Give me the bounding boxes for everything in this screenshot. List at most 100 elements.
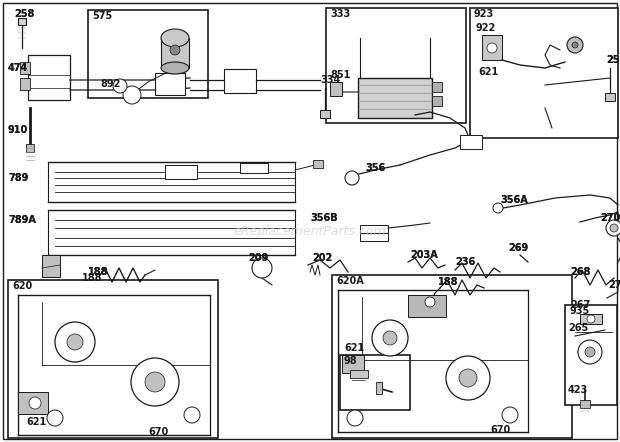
Text: 203A: 203A — [410, 250, 438, 260]
Text: 209: 209 — [248, 253, 268, 263]
Bar — [8, 280, 218, 438]
Polygon shape — [18, 290, 210, 435]
Text: 209: 209 — [248, 253, 268, 263]
Text: 268: 268 — [570, 267, 590, 277]
Circle shape — [502, 407, 518, 423]
Text: 271: 271 — [608, 280, 620, 290]
Bar — [28, 55, 70, 100]
Polygon shape — [572, 315, 610, 398]
Text: 270: 270 — [600, 213, 620, 223]
Bar — [161, 38, 189, 68]
Text: 258: 258 — [14, 9, 34, 19]
Text: eReplacementParts.com: eReplacementParts.com — [234, 225, 386, 237]
Text: 265: 265 — [568, 323, 588, 333]
Bar — [580, 314, 602, 324]
Circle shape — [184, 407, 200, 423]
Polygon shape — [338, 285, 355, 365]
Circle shape — [459, 369, 477, 387]
Text: 267: 267 — [570, 300, 590, 310]
Circle shape — [55, 322, 95, 362]
Circle shape — [446, 356, 490, 400]
Circle shape — [487, 43, 497, 53]
Bar — [332, 275, 572, 438]
Bar — [18, 18, 26, 25]
Text: 269: 269 — [508, 243, 528, 253]
Text: 621: 621 — [478, 67, 498, 77]
Circle shape — [170, 45, 180, 55]
Polygon shape — [295, 210, 302, 255]
Bar — [165, 165, 197, 179]
Polygon shape — [338, 285, 528, 432]
Circle shape — [372, 320, 408, 356]
Text: 334: 334 — [320, 75, 340, 85]
Text: 922: 922 — [475, 23, 495, 33]
Circle shape — [47, 410, 63, 426]
Circle shape — [585, 347, 595, 357]
Polygon shape — [48, 210, 55, 255]
Text: 188: 188 — [438, 277, 459, 287]
Circle shape — [29, 397, 41, 409]
Text: 236: 236 — [455, 257, 476, 267]
Polygon shape — [560, 22, 610, 68]
Circle shape — [572, 42, 578, 48]
Text: 188: 188 — [82, 273, 102, 283]
Bar — [42, 255, 60, 277]
Polygon shape — [48, 162, 302, 172]
Text: 202: 202 — [312, 253, 332, 263]
Polygon shape — [410, 300, 448, 330]
Text: 474: 474 — [8, 63, 29, 73]
Text: 575: 575 — [92, 11, 112, 21]
Text: 356B: 356B — [310, 213, 338, 223]
Text: 474: 474 — [8, 63, 29, 73]
Bar — [350, 370, 368, 378]
Bar — [320, 110, 330, 118]
Bar — [358, 78, 432, 118]
Circle shape — [113, 79, 127, 93]
Text: 188: 188 — [88, 267, 108, 277]
Polygon shape — [607, 288, 618, 310]
Polygon shape — [48, 248, 295, 255]
Polygon shape — [575, 330, 605, 352]
Bar — [340, 355, 410, 410]
Circle shape — [493, 203, 503, 213]
Circle shape — [578, 340, 602, 364]
Text: 910: 910 — [8, 125, 29, 135]
Ellipse shape — [161, 62, 189, 74]
Text: 620A: 620A — [336, 276, 364, 286]
Text: 789: 789 — [8, 173, 29, 183]
Circle shape — [67, 334, 83, 350]
Circle shape — [425, 297, 435, 307]
Circle shape — [345, 171, 359, 185]
Bar — [88, 10, 208, 98]
Circle shape — [567, 37, 583, 53]
Text: 851: 851 — [330, 70, 350, 80]
Text: 236: 236 — [455, 257, 476, 267]
Bar — [20, 62, 30, 74]
Text: 670: 670 — [490, 425, 510, 435]
Text: 892: 892 — [100, 79, 120, 89]
Bar — [460, 135, 482, 149]
Bar — [580, 400, 590, 408]
Polygon shape — [295, 162, 302, 202]
Circle shape — [145, 372, 165, 392]
Bar — [342, 355, 364, 373]
Bar — [326, 8, 466, 123]
Bar — [18, 392, 48, 414]
Circle shape — [131, 358, 179, 406]
Text: 98: 98 — [344, 356, 358, 366]
Text: 789A: 789A — [8, 215, 36, 225]
Bar — [432, 82, 442, 92]
Text: 258: 258 — [14, 9, 34, 19]
Text: 621: 621 — [26, 417, 46, 427]
Text: 910: 910 — [8, 125, 29, 135]
Text: 670: 670 — [148, 427, 168, 437]
Text: 269: 269 — [508, 243, 528, 253]
Polygon shape — [28, 55, 85, 118]
Bar — [376, 382, 382, 394]
Polygon shape — [18, 290, 35, 370]
Circle shape — [347, 410, 363, 426]
Text: 621: 621 — [344, 343, 365, 353]
Text: 188: 188 — [88, 267, 108, 277]
Circle shape — [606, 220, 620, 236]
Polygon shape — [545, 78, 614, 108]
